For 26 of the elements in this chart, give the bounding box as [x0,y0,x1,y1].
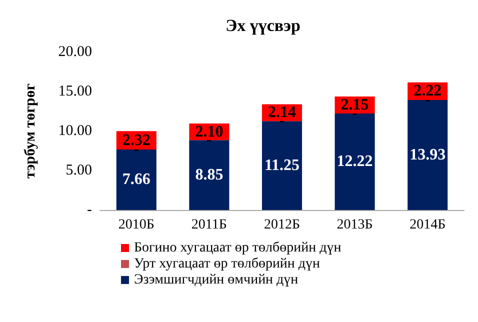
data-label: 2.15 [340,96,369,114]
data-label: 8.85 [195,166,224,184]
bar [116,149,156,210]
y-tick-label: 10.00 [58,123,92,139]
bar [408,100,448,210]
bar [262,121,302,210]
x-tick-label: 2012Б [264,218,300,232]
legend-label: Урт хугацаат өр төлбөрийн дүн [134,256,321,272]
y-tick-label: 15.00 [58,84,92,100]
y-tick-label: - [87,202,92,218]
bar [334,113,375,210]
y-tick-label: 5.00 [66,162,92,178]
data-label: 11.25 [264,157,300,174]
legend-label: Богино хугацаат өр төлбөрийн дүн [134,240,342,256]
y-axis-title: тэрбум төгрөг [22,83,38,179]
x-tick-label: 2014Б [410,218,446,232]
bar [189,140,230,210]
data-label: 13.93 [410,146,446,164]
legend-label: Эзэмшигчдийн өмчийн дүн [134,272,299,288]
y-tick-label: 20.00 [58,44,92,60]
data-label: 7.66 [122,171,150,188]
x-tick-label: 2011Б [191,218,227,232]
chart-title: Эх үүсвэр [226,16,300,35]
x-tick-label: 2013Б [336,218,373,232]
data-label: 12.22 [336,153,373,170]
x-tick-label: 2010Б [118,218,154,232]
